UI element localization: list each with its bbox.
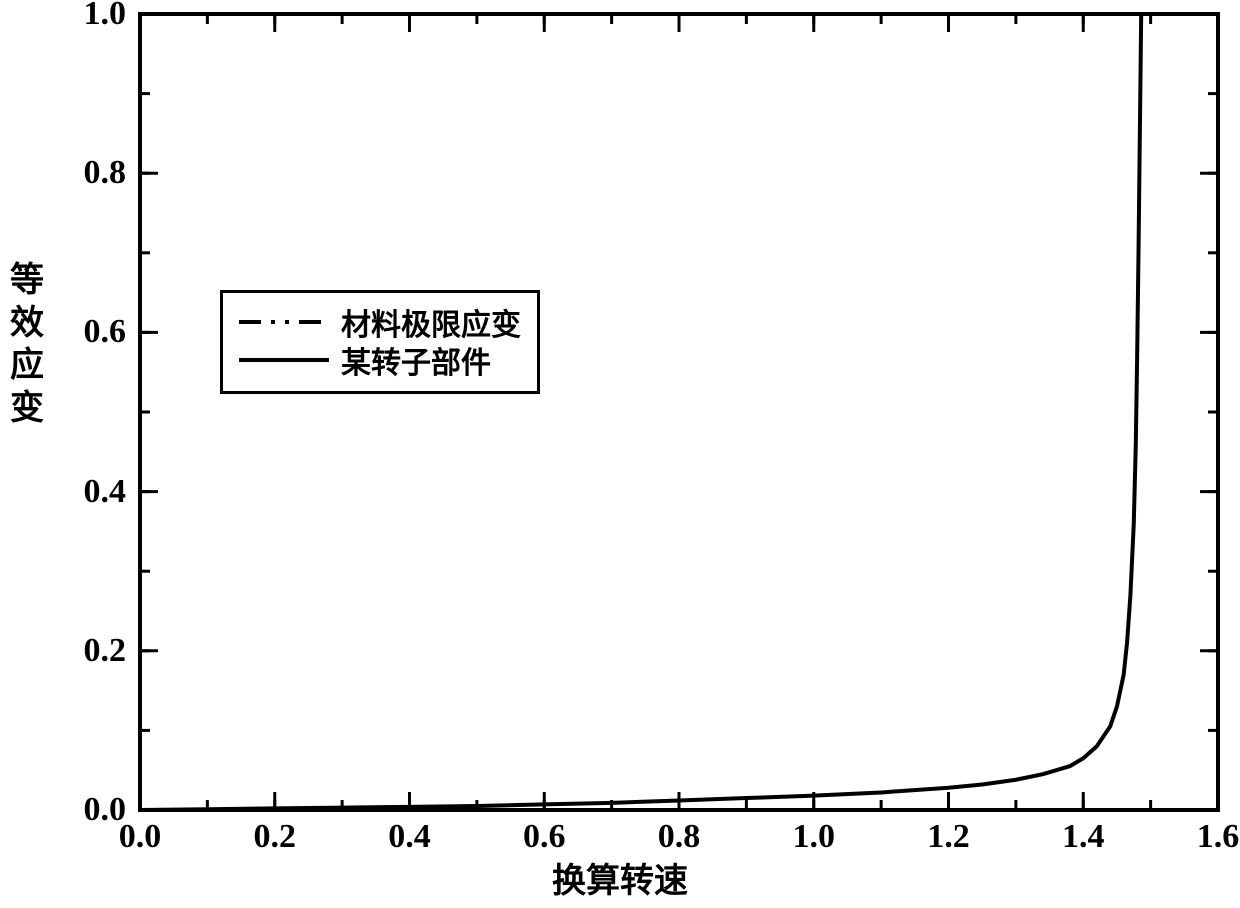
y-tick-label: 0.8 (0, 154, 126, 192)
x-tick-label: 1.6 (1197, 818, 1240, 856)
plot-border (140, 14, 1218, 810)
legend-swatch (239, 348, 329, 372)
x-axis-label: 换算转速 (0, 853, 1240, 902)
x-tick-label: 0.2 (254, 818, 297, 856)
y-tick-label: 1.0 (0, 0, 126, 33)
x-tick-label: 0.6 (523, 818, 566, 856)
x-tick-label: 1.2 (927, 818, 970, 856)
x-tick-label: 1.0 (793, 818, 836, 856)
legend-label: 某转子部件 (341, 338, 491, 382)
x-tick-label: 0.4 (388, 818, 431, 856)
y-tick-label: 0.2 (0, 632, 126, 670)
y-tick-label: 0.6 (0, 313, 126, 351)
legend-swatch (239, 310, 329, 334)
legend-row: 材料极限应变 (239, 303, 521, 341)
legend: 材料极限应变某转子部件 (220, 290, 540, 394)
y-tick-label: 0.0 (0, 791, 126, 829)
series-1 (140, 14, 1141, 810)
legend-row: 某转子部件 (239, 341, 521, 379)
x-tick-label: 0.0 (119, 818, 162, 856)
chart-container: 等效应变 0.00.20.40.60.81.0 0.00.20.40.60.81… (0, 0, 1240, 908)
plot-svg (0, 0, 1240, 908)
x-tick-label: 0.8 (658, 818, 701, 856)
x-tick-label: 1.4 (1062, 818, 1105, 856)
y-tick-label: 0.4 (0, 473, 126, 511)
